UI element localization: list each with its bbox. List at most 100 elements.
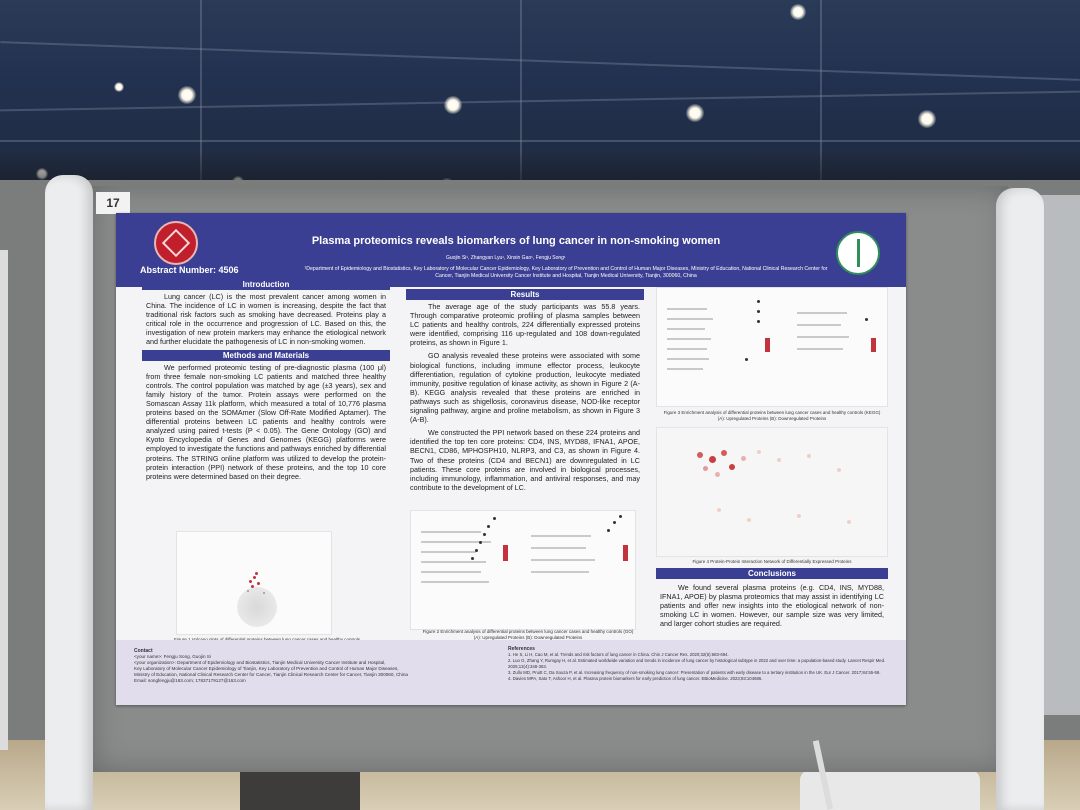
term-label <box>531 535 591 537</box>
enrichment-point <box>619 515 622 518</box>
poster-title: Plasma proteomics reveals biomarkers of … <box>311 235 721 247</box>
contact-line: <your organization>: Department of Epide… <box>134 660 386 665</box>
ceiling-light <box>444 96 462 114</box>
board-post-right <box>996 188 1044 810</box>
network-node <box>703 466 708 471</box>
enrichment-point <box>479 541 482 544</box>
contact-line: <your name>: Fengju Song, Guojin Si <box>134 654 211 659</box>
enrichment-point <box>487 525 490 528</box>
network-node <box>837 468 841 472</box>
reference-item: 1. He S, Li H, Cao M, et al. Trends and … <box>508 652 729 657</box>
ceiling-light <box>686 104 704 122</box>
network-node <box>757 450 761 454</box>
network-node <box>697 452 703 458</box>
figure-2-caption: Figure 2 Enrichment analysis of differen… <box>422 629 634 634</box>
curtain <box>1040 195 1080 715</box>
left-column: Introduction Lung cancer (LC) is the mos… <box>142 279 390 483</box>
reference-item: 2. Luo G, Zhang Y, Rumgay H, et al. Esti… <box>508 658 886 669</box>
ceiling-light <box>790 4 806 20</box>
ceiling-light <box>114 82 124 92</box>
enrichment-point <box>475 549 478 552</box>
introduction-heading: Introduction <box>142 279 390 290</box>
figure-3-caption: Figure 3 Enrichment analysis of differen… <box>663 410 881 415</box>
enrichment-point <box>757 320 760 323</box>
neighbor-board <box>0 250 8 750</box>
ceiling-light <box>178 86 196 104</box>
enrichment-point <box>483 533 486 536</box>
enrichment-point <box>757 300 760 303</box>
ceiling-light <box>918 110 936 128</box>
network-node <box>709 456 716 463</box>
term-label <box>667 358 709 360</box>
ceiling-truss <box>520 0 522 200</box>
figure-4-ppi-network <box>656 427 888 557</box>
term-label <box>667 338 711 340</box>
ceiling-truss <box>0 90 1080 112</box>
poster-footer: Contact <your name>: Fengju Song, Guojin… <box>116 640 906 705</box>
legend-colorbar <box>623 545 628 561</box>
volcano-point <box>247 590 249 592</box>
results-heading: Results <box>406 289 644 300</box>
network-node <box>729 464 735 470</box>
term-label <box>667 348 707 350</box>
figure-2-go-enrichment <box>410 510 636 630</box>
network-node <box>747 518 751 522</box>
enrichment-point <box>613 521 616 524</box>
network-node <box>847 520 851 524</box>
figure-1-volcano-plot <box>176 531 332 635</box>
network-node <box>777 458 781 462</box>
seal-icon <box>161 228 191 258</box>
volcano-point <box>253 576 256 579</box>
introduction-text: Lung cancer (LC) is the most prevalent c… <box>146 292 386 347</box>
contact-line: Ministry of Education, National Clinical… <box>134 672 408 677</box>
legend-colorbar <box>871 338 876 352</box>
term-label <box>667 328 705 330</box>
figure-3-subcaption: (A): Upregulated Proteins (B): Downregul… <box>717 416 827 421</box>
figure-3-kegg-enrichment <box>656 287 888 407</box>
enrichment-point <box>471 557 474 560</box>
enrichment-point <box>757 310 760 313</box>
network-node <box>717 508 721 512</box>
hospital-logo <box>836 231 880 275</box>
poster: Plasma proteomics reveals biomarkers of … <box>116 213 906 705</box>
enrichment-point <box>607 529 610 532</box>
contact-line: Key Laboratory of Molecular Cancer Epide… <box>134 666 399 671</box>
affiliation: ¹Department of Epidemiology and Biostati… <box>304 266 828 279</box>
ceiling-truss <box>0 140 1080 142</box>
network-node <box>807 454 811 458</box>
references-block: References 1. He S, Li H, Cao M, et al. … <box>508 646 888 682</box>
reference-item: 3. Zullo MD, Pruitt C, Da Souza P, et al… <box>508 670 881 675</box>
term-label <box>421 531 481 533</box>
results-paragraph-3: We constructed the PPI network based on … <box>410 428 640 492</box>
network-node <box>797 514 801 518</box>
term-label <box>797 336 849 338</box>
poster-header: Plasma proteomics reveals biomarkers of … <box>116 213 906 287</box>
term-label <box>797 312 847 314</box>
university-logo <box>154 221 198 265</box>
reference-item: 4. Davies MPA, Sato T, Ashoor H, et al. … <box>508 676 763 681</box>
contact-block: Contact <your name>: Fengju Song, Guojin… <box>134 648 494 684</box>
figure-2-subcaption: (A): Upregulated Proteins (B): Downregul… <box>473 635 583 640</box>
conclusions-heading: Conclusions <box>656 568 888 579</box>
contact-heading: Contact <box>134 648 153 654</box>
abstract-number: Abstract Number: 4506 <box>140 265 239 275</box>
term-label <box>667 318 713 320</box>
term-label <box>531 571 589 573</box>
board-post-left <box>45 175 93 810</box>
volcano-point <box>263 592 265 594</box>
network-node <box>715 472 720 477</box>
legend-colorbar <box>765 338 770 352</box>
volcano-point <box>257 582 260 585</box>
ceiling-truss <box>200 0 202 200</box>
results-paragraph-1: The average age of the study participant… <box>410 302 640 348</box>
term-label <box>421 581 489 583</box>
figure-1-caption: Figure 1 Volcano plots of differential p… <box>142 637 392 642</box>
contact-email: Email: songfengju@163.com; 17837179127@1… <box>134 678 246 683</box>
enrichment-point <box>745 358 748 361</box>
enrichment-point <box>865 318 868 321</box>
term-label <box>531 559 595 561</box>
term-label <box>421 541 491 543</box>
volcano-cloud <box>237 587 277 627</box>
term-label <box>531 547 586 549</box>
legend-colorbar <box>503 545 508 561</box>
